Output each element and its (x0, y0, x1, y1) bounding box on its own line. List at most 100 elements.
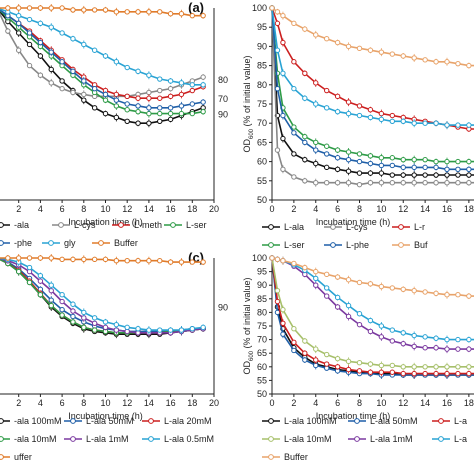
x-tick-label: 2 (16, 398, 21, 408)
y-axis-label-rest: (% of initial value) (242, 277, 252, 351)
x-tick-label: 10 (100, 204, 110, 214)
data-point (389, 172, 396, 178)
data-point (433, 164, 439, 171)
x-axis-label: Incubation time (h) (316, 411, 391, 421)
data-point (189, 259, 196, 265)
data-point (345, 302, 352, 309)
annotation-label: 80 (218, 75, 228, 85)
data-point (146, 72, 152, 78)
data-point (455, 158, 461, 165)
data-point (444, 180, 450, 186)
data-point (113, 9, 120, 15)
data-point (455, 166, 461, 172)
data-point (345, 99, 352, 105)
data-point (302, 139, 308, 146)
x-tick-label: 4 (313, 398, 318, 408)
data-point (313, 268, 319, 275)
chart-panel-2: 0 2 4 6 8 10 12 14 16 18 50 55 60 65 70 75 80 85 90 95 100 In… (242, 3, 474, 250)
legend-item: uffer (0, 452, 32, 462)
legend-item: L-r (392, 222, 425, 232)
data-point (102, 256, 109, 263)
data-point (455, 122, 461, 128)
legend-item: L-ala (262, 222, 304, 232)
data-point (146, 110, 152, 117)
data-point (135, 120, 141, 126)
data-point (345, 366, 352, 373)
legend-swatch-marker (268, 418, 274, 424)
data-point (124, 9, 130, 15)
data-point (411, 172, 417, 178)
y-tick-label: 90 (257, 280, 267, 290)
data-point (334, 93, 341, 100)
data-point (433, 180, 439, 186)
data-point (37, 272, 44, 279)
data-point (16, 30, 22, 36)
data-point (313, 139, 319, 146)
legend-item: -phe (0, 238, 32, 248)
data-point (291, 326, 297, 332)
data-point (146, 105, 152, 111)
data-point (291, 130, 297, 136)
legend-swatch-marker (118, 222, 124, 228)
data-point (389, 180, 396, 186)
series-7 (0, 254, 206, 267)
data-point (26, 30, 33, 36)
data-point (102, 324, 109, 331)
data-point (378, 162, 385, 169)
data-point (178, 327, 185, 333)
x-tick-label: 16 (166, 204, 176, 214)
data-point (356, 368, 363, 374)
legend-label: L-meth (134, 220, 162, 230)
data-point (313, 101, 319, 107)
data-point (389, 162, 396, 169)
data-point (302, 264, 308, 271)
data-point (400, 180, 406, 186)
legend-label: L-ala 10mM (284, 434, 332, 444)
data-point (113, 114, 120, 121)
panel-label: (a) (188, 0, 204, 15)
data-point (356, 103, 363, 109)
data-point (400, 286, 406, 292)
data-point (59, 292, 65, 298)
data-point (455, 180, 461, 186)
data-point (113, 321, 120, 328)
legend-label: L-ala (284, 222, 304, 232)
data-point (200, 82, 206, 88)
legend-swatch-marker (398, 224, 404, 230)
data-point (313, 275, 319, 282)
data-point (356, 45, 363, 52)
data-point (422, 172, 428, 178)
y-tick-label: 100 (252, 3, 267, 13)
data-point (466, 336, 472, 343)
data-point (146, 258, 152, 264)
data-point (334, 166, 341, 172)
legend-label: L-ala 1mM (86, 434, 129, 444)
data-point (411, 120, 417, 126)
data-point (157, 327, 163, 333)
data-point (356, 170, 363, 176)
legend-label: L-ala 20mM (164, 416, 212, 426)
series-5 (269, 5, 474, 174)
y-tick-label: 50 (257, 195, 267, 205)
data-point (81, 324, 87, 331)
x-tick-label: 12 (122, 204, 132, 214)
data-point (291, 85, 297, 92)
x-tick-label: 0 (269, 204, 274, 214)
y-tick-label: 70 (257, 335, 267, 345)
x-tick-label: 4 (38, 204, 43, 214)
data-point (367, 180, 374, 186)
x-tick-label: 10 (376, 204, 386, 214)
data-point (146, 89, 152, 96)
data-point (70, 89, 76, 96)
data-point (422, 345, 428, 351)
data-point (81, 97, 87, 103)
data-point (167, 85, 174, 92)
legend-swatch-marker (58, 222, 64, 228)
data-point (411, 156, 417, 163)
data-point (367, 361, 374, 367)
data-point (189, 326, 196, 332)
data-point (91, 327, 98, 333)
data-point (16, 268, 22, 275)
data-point (378, 369, 385, 375)
